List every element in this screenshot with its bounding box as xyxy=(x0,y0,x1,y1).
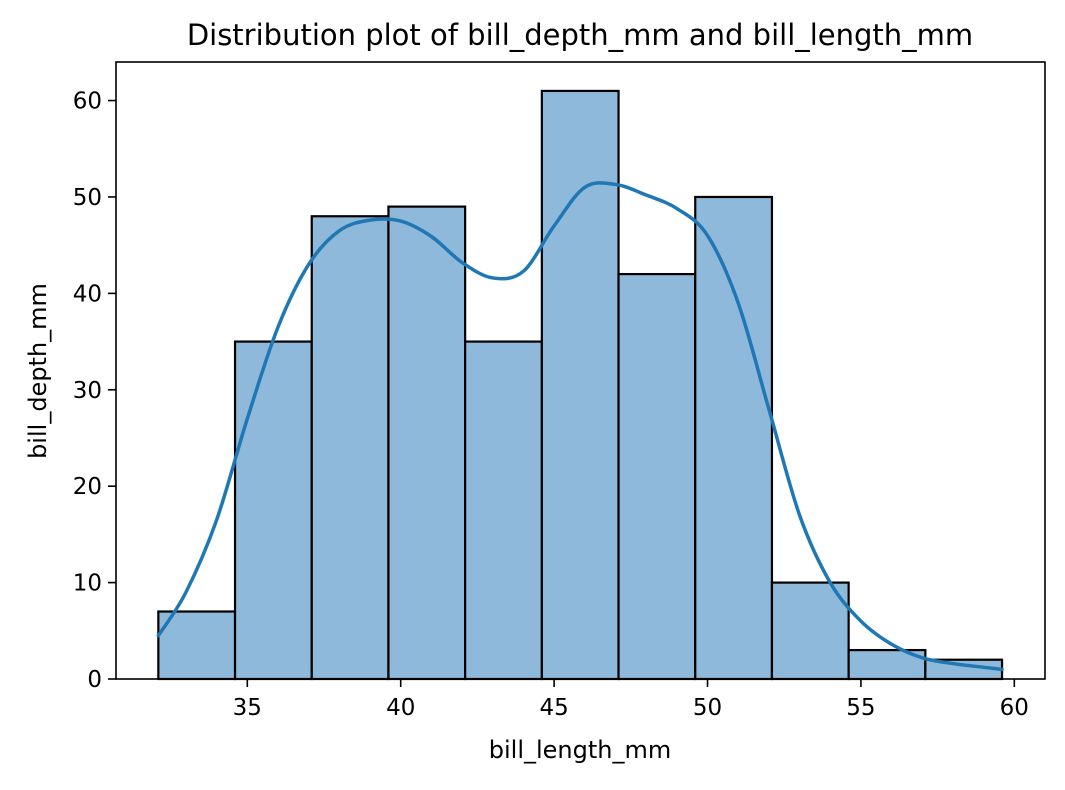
kde-layer xyxy=(156,181,1004,672)
chart-title: Distribution plot of bill_depth_mm and b… xyxy=(187,18,973,52)
y-tick-label: 40 xyxy=(73,281,102,307)
x-tick-label: 55 xyxy=(846,695,875,721)
histogram-bar xyxy=(157,610,237,681)
y-tick-label: 20 xyxy=(73,474,102,500)
y-tick-label: 50 xyxy=(73,185,102,211)
histogram-bar xyxy=(770,581,850,681)
x-tick-label: 50 xyxy=(693,695,722,721)
x-tick-label: 35 xyxy=(233,695,262,721)
histogram-bar xyxy=(310,215,390,681)
y-tick-label: 10 xyxy=(73,571,102,597)
y-tick-label: 0 xyxy=(87,667,102,693)
bars-layer xyxy=(157,89,1004,681)
x-axis-label: bill_length_mm xyxy=(489,736,672,764)
kde-curve xyxy=(156,181,1004,672)
histogram-bar xyxy=(464,340,543,681)
histogram-bar xyxy=(387,205,467,681)
x-axis-ticks: 35 40 45 50 55 60 xyxy=(233,679,1029,721)
y-tick-label: 30 xyxy=(73,378,102,404)
x-tick-label: 45 xyxy=(539,695,568,721)
histogram-bar xyxy=(694,195,774,681)
plot-frame xyxy=(115,61,1046,680)
y-tick-label: 60 xyxy=(73,89,102,115)
histogram-bar xyxy=(617,272,697,681)
x-tick-label: 60 xyxy=(1000,695,1029,721)
histogram-bar xyxy=(540,89,620,681)
x-tick-label: 40 xyxy=(386,695,415,721)
histogram-bar xyxy=(233,340,313,681)
y-axis-label: bill_depth_mm xyxy=(24,283,52,459)
y-axis-ticks: 0 10 20 30 40 50 60 xyxy=(73,89,116,693)
